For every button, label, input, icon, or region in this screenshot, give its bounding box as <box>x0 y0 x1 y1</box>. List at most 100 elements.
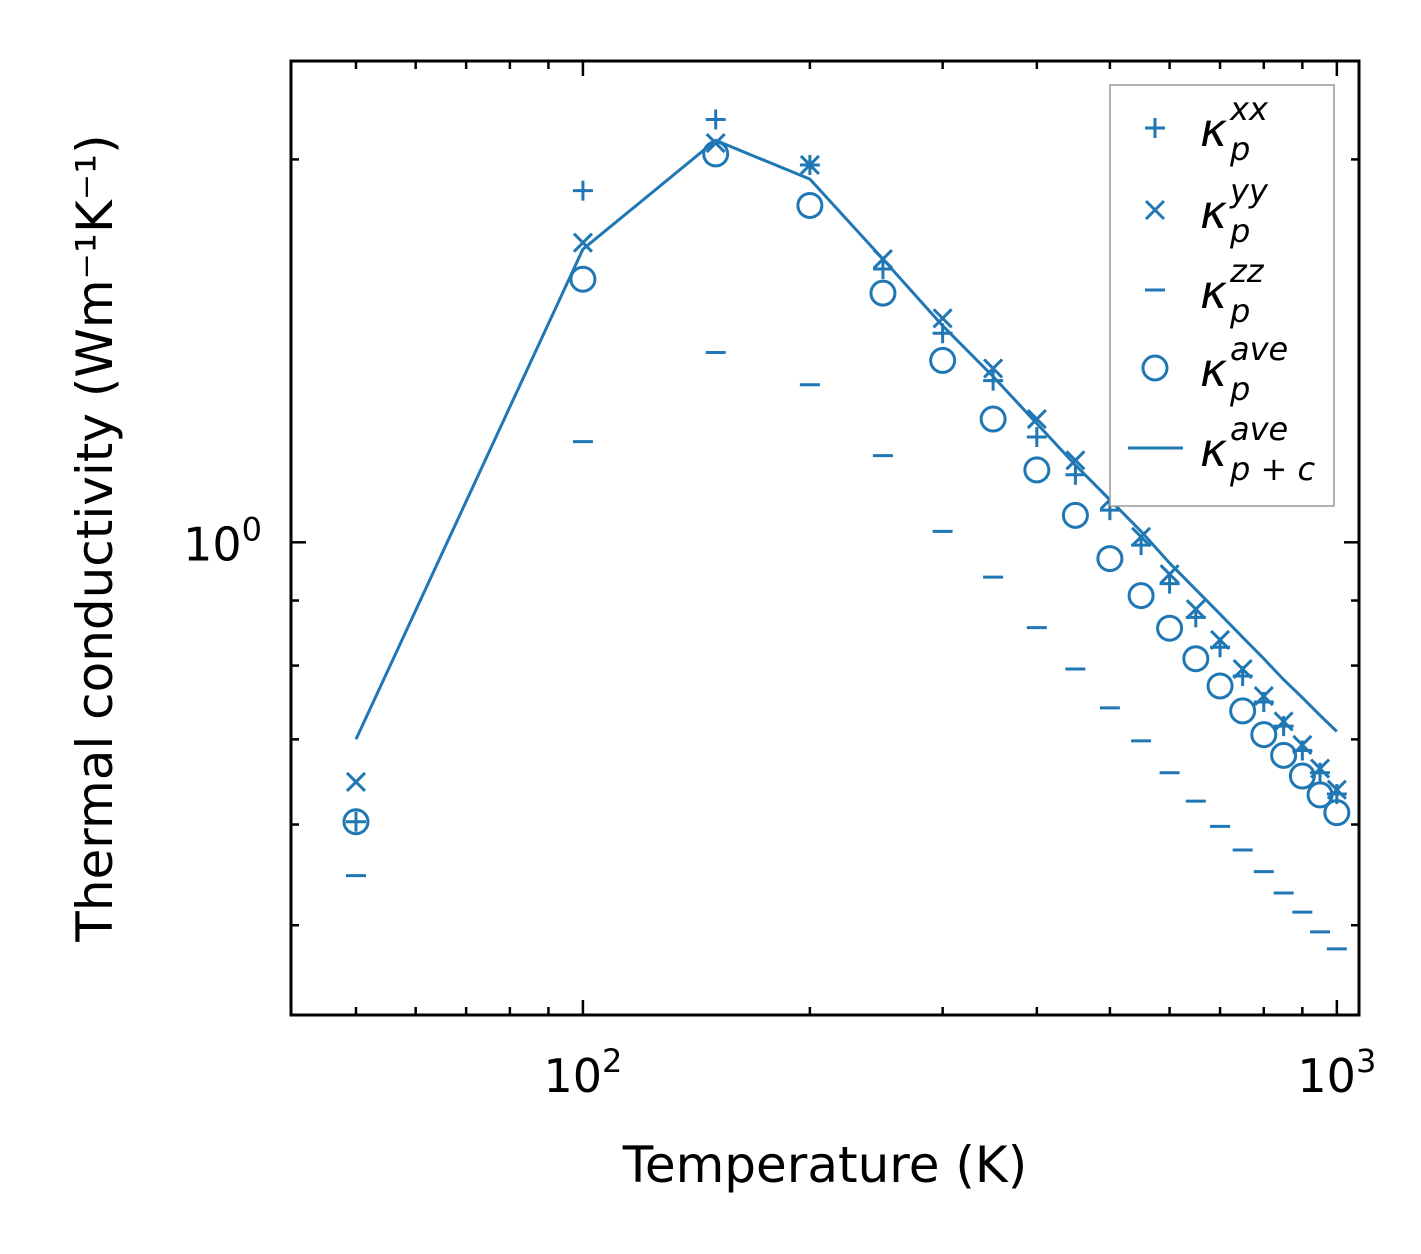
legend-subscript: p + c <box>1229 450 1315 488</box>
data-point-x-b <box>1185 599 1206 620</box>
legend-superscript: zz <box>1229 252 1265 290</box>
legend-superscript: xx <box>1229 90 1269 128</box>
data-point-x-b <box>572 232 593 253</box>
plot-area <box>342 109 1351 951</box>
data-point-circle <box>1156 614 1184 642</box>
legend-superscript: yy <box>1229 172 1269 210</box>
data-point-x-b <box>345 771 367 793</box>
data-point-x <box>1185 599 1206 620</box>
data-point-circle <box>1061 501 1089 529</box>
data-point-x-b <box>799 154 820 176</box>
tick-label-exponent: 3 <box>1356 1042 1376 1080</box>
legend-kappa: κ <box>1200 265 1227 319</box>
series-line <box>354 138 1338 740</box>
data-point-circle <box>1306 781 1334 809</box>
tick-label-base: 10 <box>1297 1049 1356 1103</box>
data-point-plus <box>1065 464 1086 485</box>
x-axis-label: Temperature (K) <box>622 1136 1027 1194</box>
series-circle <box>342 140 1351 836</box>
data-point-circle <box>1023 456 1051 484</box>
data-point-circle <box>869 279 897 307</box>
series-x <box>345 133 1347 800</box>
axis-ticks <box>291 61 1359 1015</box>
data-point-x-b <box>1026 408 1047 430</box>
legend-kappa: κ <box>1200 185 1227 239</box>
data-point-x <box>983 358 1004 379</box>
data-point-plus <box>1159 573 1180 594</box>
data-point-x-b <box>1131 526 1152 547</box>
data-point-x <box>1210 629 1231 651</box>
data-point-x-b <box>1253 686 1274 707</box>
data-point-x <box>1065 450 1086 471</box>
legend-box <box>1109 84 1335 507</box>
data-point-x <box>799 154 820 176</box>
legend-kappa: κ <box>1200 343 1227 397</box>
y-tick-label: 100 <box>183 510 262 571</box>
tick-label-base: 10 <box>543 1049 602 1103</box>
data-point-x-b <box>1232 658 1253 680</box>
data-point-x <box>1131 526 1152 547</box>
tick-label-base: 10 <box>183 517 242 571</box>
data-point-circle <box>1323 799 1351 827</box>
data-point-x-b <box>1210 629 1231 651</box>
tick-label-exponent: 2 <box>602 1042 622 1080</box>
data-point-circle <box>342 808 370 836</box>
legend-label: κave p + c <box>1200 410 1315 488</box>
data-point-plus <box>872 259 893 280</box>
x-tick-label: 102 <box>543 1042 622 1103</box>
data-point-x <box>345 771 367 793</box>
data-point-x <box>1273 711 1294 732</box>
data-point-plus <box>983 370 1004 391</box>
data-point-x <box>572 232 593 253</box>
data-point-circle <box>796 191 824 219</box>
data-point-plus <box>1026 427 1047 448</box>
axes-frame <box>289 59 1361 1017</box>
data-point-circle <box>929 346 957 374</box>
legend-label: κzz p <box>1200 252 1265 330</box>
data-point-x-b <box>1065 450 1086 471</box>
legend-kappa: κ <box>1200 423 1227 477</box>
data-point-plus <box>705 109 726 130</box>
data-point-plus <box>572 180 593 201</box>
legend-label: κxx p <box>1200 90 1269 168</box>
legend-subscript: p <box>1229 130 1250 168</box>
legend-marker-circle <box>1141 354 1169 382</box>
data-point-x <box>1232 658 1253 680</box>
series-dash <box>345 351 1347 951</box>
data-point-circle <box>1270 741 1298 769</box>
data-point-circle <box>979 405 1007 433</box>
legend-kappa: κ <box>1200 103 1227 157</box>
x-tick-label: 103 <box>1297 1042 1376 1103</box>
legend-superscript: ave <box>1230 330 1288 368</box>
data-point-circle <box>1229 697 1257 725</box>
legend-marker-plus <box>1145 118 1165 138</box>
data-point-circle <box>1096 545 1124 573</box>
tick-label-exponent: 0 <box>242 510 262 548</box>
data-point-x <box>932 308 953 329</box>
data-point-circle <box>1127 582 1155 610</box>
legend-superscript: ave <box>1230 410 1288 448</box>
data-point-x <box>1026 408 1047 430</box>
data-point-x-b <box>932 308 953 329</box>
data-point-circle <box>1182 645 1210 673</box>
data-point-circle <box>1250 721 1278 749</box>
legend-marker-x-b <box>1144 199 1166 221</box>
legend-marker-x <box>1144 199 1166 221</box>
legend-subscript: p <box>1229 212 1250 250</box>
legend-subscript: p <box>1229 292 1250 330</box>
data-point-circle <box>1288 762 1316 790</box>
data-point-plus <box>345 811 366 832</box>
legend-label: κyy p <box>1200 172 1269 250</box>
series-line-kappa-p-c-ave <box>354 138 1338 740</box>
data-point-x-b <box>983 358 1004 379</box>
y-axis-label: Thermal conductivity (Wm⁻¹K⁻¹) <box>66 134 124 942</box>
data-point-circle <box>569 265 597 293</box>
data-point-x <box>1253 686 1274 707</box>
data-point-x-b <box>1273 711 1294 732</box>
legend-label: κave p <box>1200 330 1288 408</box>
legend-subscript: p <box>1229 370 1250 408</box>
data-point-circle <box>1206 672 1234 700</box>
